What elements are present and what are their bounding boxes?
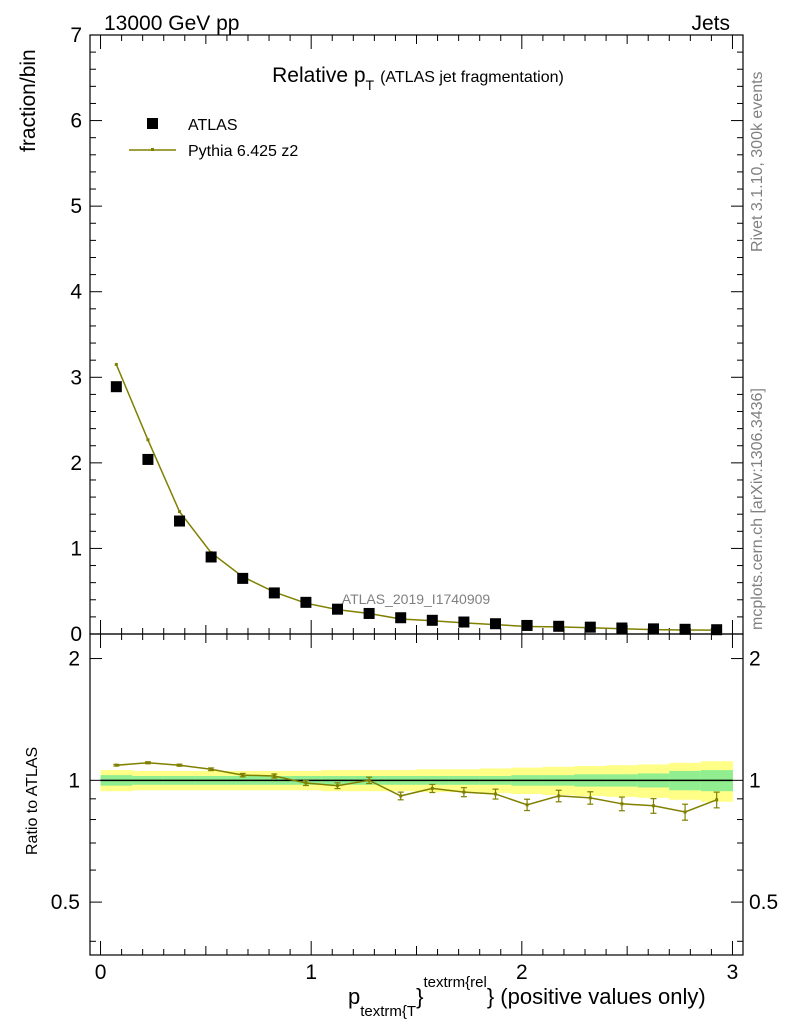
ratio-y-tick-label-left: 2 <box>68 648 80 671</box>
ratio-point <box>114 763 118 767</box>
ratio-point <box>241 773 245 777</box>
legend-data-marker <box>147 118 158 129</box>
atlas-point <box>458 616 470 628</box>
analysis-tag: ATLAS_2019_I1740909 <box>342 591 491 607</box>
mc-point <box>178 510 182 514</box>
ratio-y-axis-label: Ratio to ATLAS <box>24 747 41 855</box>
atlas-point <box>395 612 407 624</box>
ratio-panel-frame <box>89 633 744 956</box>
top-panel-axes: 0 1 2 3 4 5 6 7 <box>70 24 743 646</box>
y-tick-label: 3 <box>70 366 82 389</box>
x-label-sup: textrm{rel <box>423 974 486 991</box>
y-tick-label: 1 <box>70 537 82 560</box>
ratio-y-tick-label-left: 0.5 <box>51 891 80 914</box>
atlas-point <box>363 607 375 619</box>
ratio-point <box>715 798 719 802</box>
atlas-point <box>426 614 438 626</box>
atlas-point <box>584 621 596 633</box>
mc-point <box>114 362 118 366</box>
plot-title-main: Relative p <box>272 64 365 87</box>
ratio-point <box>399 794 403 798</box>
ratio-point <box>336 784 340 788</box>
atlas-point <box>647 623 659 635</box>
x-label-p: p <box>348 984 360 1009</box>
atlas-point <box>521 619 533 631</box>
x-tick-label: 1 <box>305 961 317 984</box>
mc-point <box>146 438 150 442</box>
legend: ATLAS Pythia 6.425 z2 <box>129 117 298 160</box>
ratio-point <box>272 774 276 778</box>
plot-title: Relative pT (ATLAS jet fragmentation) <box>272 64 564 93</box>
x-tick-label: 0 <box>95 961 107 984</box>
atlas-point <box>237 572 249 584</box>
ratio-point <box>588 796 592 800</box>
ratio-point <box>651 804 655 808</box>
ratio-y-tick-label-right: 0.5 <box>749 891 778 914</box>
atlas-point <box>110 381 122 393</box>
ratio-y-tick-label-left: 1 <box>68 769 80 792</box>
ratio-point <box>304 781 308 785</box>
legend-mc-marker <box>151 148 154 151</box>
ratio-point <box>462 790 466 794</box>
ratio-y-tick-label-right: 2 <box>749 648 761 671</box>
atlas-point <box>711 624 723 636</box>
x-label-sub: textrm{T <box>360 1003 416 1020</box>
x-tick-label: 2 <box>516 961 528 984</box>
atlas-point <box>332 603 344 615</box>
side-label-bottom: mcplots.cern.ch [arXiv:1306.3436] <box>749 388 766 630</box>
atlas-point <box>553 620 565 632</box>
y-tick-label: 5 <box>70 195 82 218</box>
side-label-top: Rivet 3.1.10, 300k events <box>749 71 766 252</box>
legend-mc-label: Pythia 6.425 z2 <box>188 143 298 160</box>
y-tick-label: 4 <box>70 281 82 304</box>
atlas-point <box>205 551 217 563</box>
y-axis-label: fraction/bin <box>17 49 40 152</box>
atlas-point <box>142 453 154 465</box>
x-label-rest: } (positive values only) <box>487 984 706 1009</box>
atlas-point <box>268 587 280 599</box>
ratio-panel-marks <box>113 761 720 821</box>
x-label-brace: } <box>416 984 423 1009</box>
y-tick-label: 0 <box>70 623 82 646</box>
atlas-point <box>616 622 628 634</box>
ratio-point <box>178 763 182 767</box>
header-left: 13000 GeV pp <box>104 12 239 35</box>
ratio-point <box>146 761 150 765</box>
ratio-point <box>557 794 561 798</box>
atlas-point <box>679 623 691 635</box>
ratio-point <box>683 810 687 814</box>
x-tick-label: 3 <box>727 961 739 984</box>
top-panel-marks <box>110 362 723 636</box>
y-tick-label: 6 <box>70 110 82 133</box>
y-tick-label: 7 <box>70 24 82 47</box>
y-tick-label: 2 <box>70 452 82 475</box>
ratio-point <box>620 802 624 806</box>
plot-title-sub: T <box>366 77 375 93</box>
legend-data-label: ATLAS <box>188 117 238 134</box>
atlas-point <box>489 618 501 630</box>
atlas-point <box>174 515 186 527</box>
x-axis-label: ptextrm{T}textrm{rel} (positive values o… <box>348 974 706 1020</box>
ratio-point <box>209 767 213 771</box>
atlas-point <box>300 596 312 608</box>
ratio-point <box>367 778 371 782</box>
header-right: Jets <box>691 12 730 35</box>
ratio-y-tick-label-right: 1 <box>749 769 761 792</box>
plot-title-rest: (ATLAS jet fragmentation) <box>380 69 564 86</box>
ratio-panel-axes: 0.5 0.5 1 1 2 2 0 1 2 3 <box>51 634 778 984</box>
ratio-point <box>493 792 497 796</box>
ratio-point <box>525 803 529 807</box>
ratio-point <box>430 786 434 790</box>
ratio-series-line <box>116 762 717 813</box>
